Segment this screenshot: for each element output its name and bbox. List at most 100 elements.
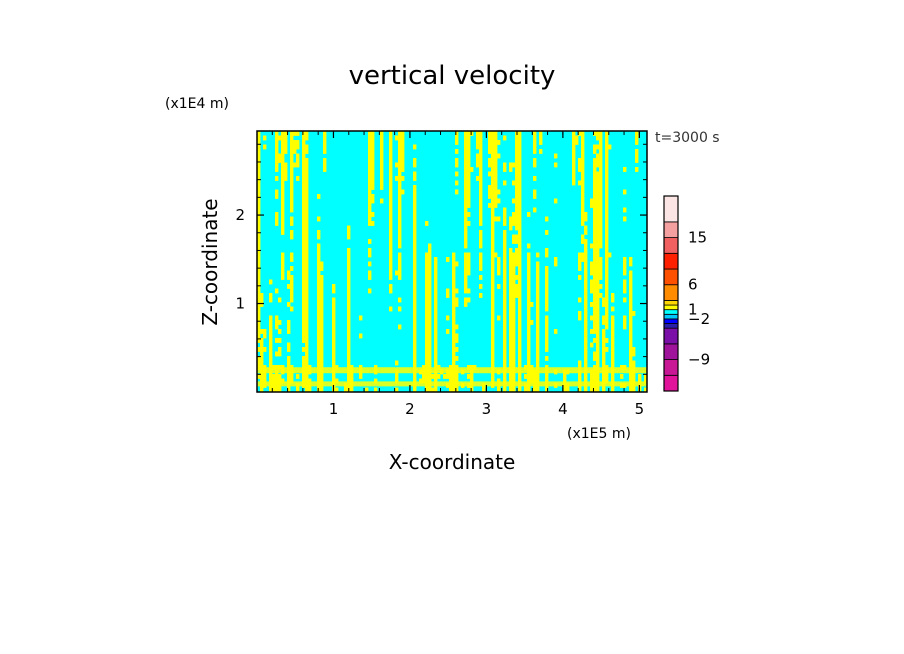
updraft-region	[263, 135, 267, 141]
updraft-region	[290, 171, 294, 177]
updraft-region	[422, 378, 426, 384]
updraft-region	[503, 275, 507, 280]
updraft-region	[401, 162, 405, 168]
updraft-region	[413, 378, 417, 384]
updraft-region	[452, 342, 456, 348]
updraft-region	[497, 266, 501, 271]
updraft-region	[296, 176, 300, 181]
updraft-region	[425, 288, 429, 294]
updraft-region	[602, 378, 606, 384]
updraft-region	[518, 248, 522, 253]
updraft-region	[395, 270, 399, 276]
updraft-region	[491, 243, 495, 249]
updraft-region	[413, 266, 417, 271]
updraft-region	[488, 171, 492, 177]
updraft-region	[467, 297, 471, 303]
updraft-region	[623, 257, 627, 262]
updraft-region	[491, 140, 495, 145]
updraft-region	[332, 311, 336, 316]
updraft-region	[317, 338, 321, 343]
updraft-region	[515, 185, 519, 190]
updraft-region	[518, 158, 522, 163]
updraft-region	[527, 315, 531, 321]
updraft-region	[596, 315, 600, 321]
updraft-region	[518, 189, 522, 195]
updraft-region	[536, 270, 540, 276]
updraft-region	[317, 311, 321, 316]
updraft-region	[302, 293, 306, 298]
updraft-region	[428, 320, 432, 325]
updraft-region	[494, 180, 498, 186]
updraft-region	[413, 261, 417, 267]
updraft-region	[518, 243, 522, 249]
updraft-region	[488, 144, 492, 150]
updraft-region	[629, 329, 633, 334]
updraft-region	[452, 387, 456, 393]
updraft-region	[434, 356, 438, 361]
updraft-region	[398, 225, 402, 231]
y-tick-label: 1	[235, 295, 245, 313]
updraft-region	[368, 270, 372, 276]
updraft-region	[491, 216, 495, 222]
updraft-region	[533, 162, 537, 168]
updraft-region	[281, 144, 285, 150]
updraft-region	[413, 302, 417, 307]
updraft-region	[389, 275, 393, 280]
updraft-region	[371, 194, 375, 199]
updraft-region	[515, 261, 519, 267]
updraft-region	[305, 225, 309, 231]
updraft-region	[467, 131, 471, 136]
updraft-region	[281, 216, 285, 222]
updraft-region	[263, 347, 267, 352]
updraft-region	[494, 144, 498, 150]
updraft-region	[281, 221, 285, 226]
updraft-region	[509, 248, 513, 253]
updraft-region	[317, 342, 321, 348]
updraft-region	[596, 189, 600, 195]
updraft-region	[428, 275, 432, 280]
updraft-region	[320, 284, 324, 289]
updraft-region	[527, 284, 531, 289]
updraft-region	[257, 153, 261, 159]
updraft-region	[509, 387, 513, 393]
updraft-region	[347, 311, 351, 316]
updraft-region	[503, 320, 507, 325]
updraft-region	[527, 374, 531, 379]
updraft-region	[536, 266, 540, 271]
updraft-region	[272, 374, 276, 379]
updraft-region	[545, 288, 549, 294]
updraft-region	[593, 374, 597, 379]
updraft-region	[290, 275, 294, 280]
updraft-region	[536, 387, 540, 393]
updraft-region	[389, 203, 393, 208]
updraft-region	[509, 342, 513, 348]
updraft-region	[257, 360, 261, 366]
updraft-region	[605, 194, 609, 199]
updraft-region	[380, 140, 384, 145]
updraft-region	[347, 347, 351, 352]
updraft-region	[281, 149, 285, 154]
updraft-region	[287, 360, 291, 366]
updraft-region	[464, 153, 468, 159]
velocity-contours	[257, 131, 648, 393]
updraft-region	[302, 261, 306, 267]
updraft-region	[584, 257, 588, 262]
updraft-region	[518, 311, 522, 316]
updraft-region	[368, 140, 372, 145]
updraft-region	[545, 266, 549, 271]
updraft-region	[518, 356, 522, 361]
updraft-region	[278, 158, 282, 163]
updraft-region	[302, 311, 306, 316]
updraft-region	[317, 270, 321, 276]
updraft-region	[596, 171, 600, 177]
updraft-region	[494, 162, 498, 168]
updraft-region	[602, 329, 606, 334]
updraft-region	[305, 135, 309, 141]
updraft-region	[380, 144, 384, 150]
updraft-region	[518, 374, 522, 379]
updraft-region	[368, 180, 372, 186]
updraft-region	[536, 315, 540, 321]
updraft-region	[413, 158, 417, 163]
updraft-region	[398, 203, 402, 208]
updraft-region	[398, 198, 402, 204]
